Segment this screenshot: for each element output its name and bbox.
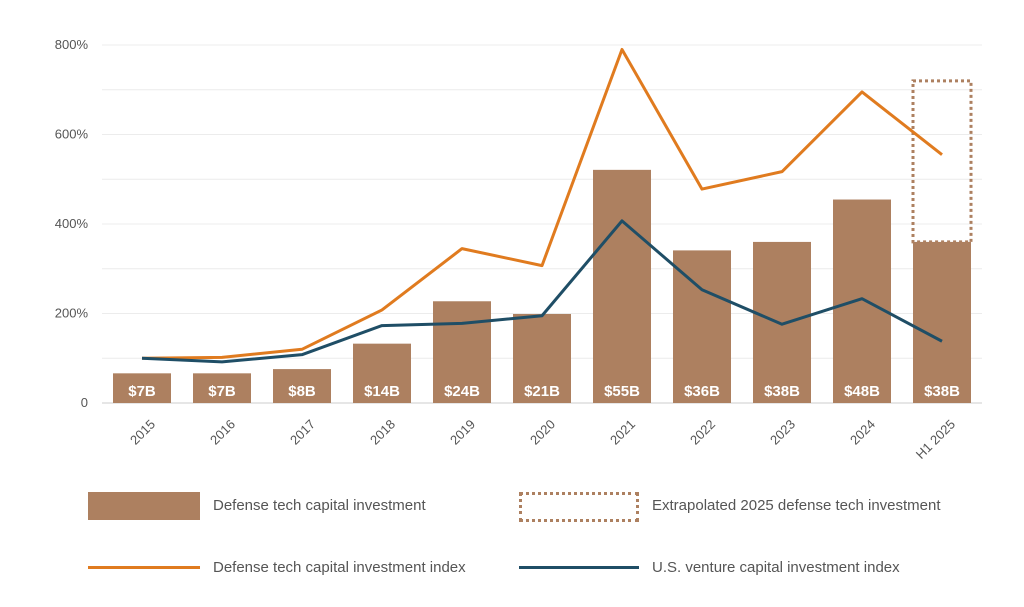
bar xyxy=(113,373,171,403)
x-tick-label: H1 2025 xyxy=(913,417,958,462)
bar-data-label: $55B xyxy=(604,383,640,400)
bar-data-label: $36B xyxy=(684,383,720,400)
legend-extrapolated-swatch xyxy=(519,492,639,522)
legend-vc-index-swatch xyxy=(519,566,639,569)
bar xyxy=(353,343,411,403)
x-tick-label: 2024 xyxy=(847,417,878,448)
legend-defense-index-label: Defense tech capital investment index xyxy=(213,559,466,576)
bar xyxy=(913,241,971,403)
x-tick-label: 2018 xyxy=(367,417,398,448)
bar-data-label: $14B xyxy=(364,383,400,400)
x-tick-label: 2015 xyxy=(127,417,158,448)
legend-extrapolated-label: Extrapolated 2025 defense tech investmen… xyxy=(652,497,941,514)
bar xyxy=(433,301,491,403)
axis-ticks: 0 200% 400% 600% 800% 2015 2016 2017 2018 2019 202… xyxy=(55,37,958,462)
legend-bar-swatch xyxy=(88,492,200,520)
bar-data-label: $7B xyxy=(128,383,156,400)
chart: $7B $7B $8B $14B $24B $21B $55B $36B $38B $48B $38… xyxy=(55,37,982,462)
y-tick-label: 400% xyxy=(55,216,89,231)
y-tick-label: 0 xyxy=(81,395,88,410)
bar-data-label: $48B xyxy=(844,383,880,400)
bar-data-label: $38B xyxy=(924,383,960,400)
bars: $7B $7B $8B $14B $24B $21B $55B $36B $38B $48B $38… xyxy=(113,79,973,403)
bar xyxy=(273,369,331,403)
bar-data-label: $21B xyxy=(524,383,560,400)
x-tick-label: 2021 xyxy=(607,417,638,448)
bar-data-label: $38B xyxy=(764,383,800,400)
u-s-venture-capital-investment-index-line xyxy=(141,219,943,364)
y-tick-label: 800% xyxy=(55,37,89,52)
bar xyxy=(753,241,811,403)
bar xyxy=(593,169,651,403)
legend-defense-index-swatch xyxy=(88,566,200,569)
index-lines xyxy=(141,47,943,364)
legend-vc-index-label: U.S. venture capital investment index xyxy=(652,559,900,576)
x-tick-label: 2022 xyxy=(687,417,718,448)
x-tick-label: 2019 xyxy=(447,417,478,448)
x-tick-label: 2017 xyxy=(287,417,318,448)
legend-bar-label: Defense tech capital investment xyxy=(213,497,426,514)
bar xyxy=(673,250,731,403)
y-tick-label: 600% xyxy=(55,127,89,142)
extrapolated-bar xyxy=(911,79,973,244)
bar-data-label: $8B xyxy=(288,383,316,400)
x-tick-label: 2023 xyxy=(767,417,798,448)
bar xyxy=(513,313,571,403)
x-tick-label: 2016 xyxy=(207,417,238,448)
bar-data-label: $24B xyxy=(444,383,480,400)
bar-data-label: $7B xyxy=(208,383,236,400)
bar xyxy=(833,199,891,403)
x-tick-label: 2020 xyxy=(527,417,558,448)
bar xyxy=(193,373,251,403)
y-tick-label: 200% xyxy=(55,306,89,321)
defense-tech-capital-investment-index-line xyxy=(141,47,943,360)
